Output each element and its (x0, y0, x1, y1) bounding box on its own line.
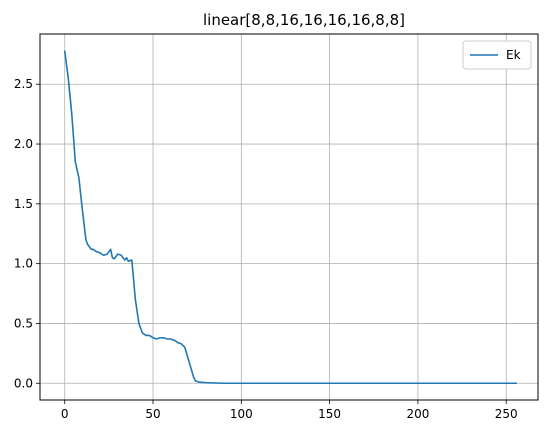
y-tick-label: 1.5 (14, 197, 33, 211)
series-line-ek (63, 50, 517, 385)
x-tick-label: 200 (406, 407, 429, 421)
y-tick-label: 2.0 (14, 137, 33, 151)
y-tick-label: 0.0 (14, 376, 33, 390)
y-tick-label: 1.0 (14, 257, 33, 271)
series-layer (63, 50, 517, 385)
x-tick-label: 150 (318, 407, 341, 421)
plot-frame (39, 33, 539, 401)
grid (40, 34, 538, 400)
x-tick-label: 0 (61, 407, 69, 421)
legend: Ek (462, 40, 532, 70)
x-tick-label: 50 (145, 407, 160, 421)
x-tick-label: 100 (230, 407, 253, 421)
y-tick-label: 2.5 (14, 77, 33, 91)
x-tick-label: 250 (495, 407, 518, 421)
legend-label-ek: Ek (506, 48, 521, 62)
chart-title: linear[8,8,16,16,16,16,8,8] (203, 11, 405, 29)
y-tick-label: 0.5 (14, 316, 33, 330)
tick-layer: 0 50 100 150 200 250 0.0 0.5 1.0 1.5 2.0 2.5 (14, 77, 518, 421)
